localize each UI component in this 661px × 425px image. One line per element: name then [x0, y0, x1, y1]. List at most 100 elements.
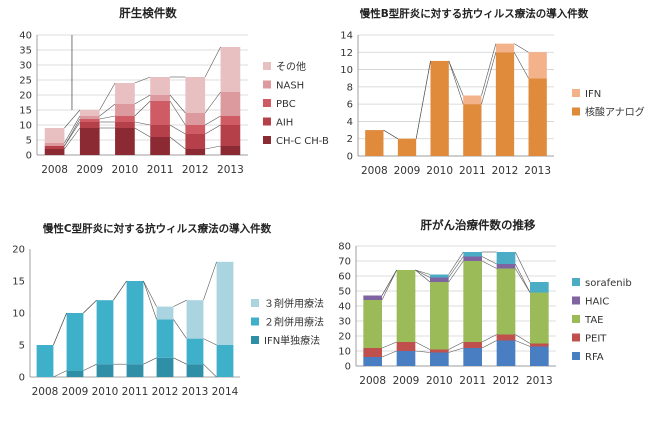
legend-label: ２剤併用療法 [264, 316, 324, 329]
bar-RFA-2009 [396, 351, 416, 366]
legend-swatch [263, 80, 271, 89]
legend-label: CH-C CH-B [276, 136, 329, 147]
series-connector [448, 341, 464, 350]
bar-PEIT-2012 [496, 334, 516, 341]
series-connector [203, 338, 217, 346]
series-connector [481, 256, 497, 265]
legend-swatch [263, 136, 271, 144]
bar-IFN-2013 [528, 52, 547, 79]
x-tick-label: 2008 [41, 164, 68, 176]
y-tick-label: 5 [19, 341, 25, 352]
bar-CH-C-CH-B-2013 [220, 146, 241, 155]
bar-AIH-2009 [79, 122, 100, 128]
y-tick-label: 50 [338, 287, 351, 298]
y-tick-label: 5 [26, 136, 32, 147]
x-tick-label: 2014 [212, 386, 239, 398]
bar-sorafenib-2010 [430, 274, 449, 278]
bar-CH-C-CH-B-2008 [44, 149, 65, 155]
x-tick-label: 2010 [112, 164, 139, 176]
series-connector [64, 115, 81, 144]
legend-label: その他 [276, 60, 306, 73]
series-connector [99, 103, 116, 117]
y-tick-label: 0 [347, 152, 353, 163]
bar-その他-2013 [220, 47, 241, 92]
bar-核酸アナログ-2013 [528, 78, 547, 156]
bar-IFN単独療法-2011 [126, 364, 144, 377]
series-connector [173, 357, 187, 365]
y-tick-label: 40 [338, 302, 351, 313]
series-connector [203, 261, 217, 301]
series-connector [134, 94, 151, 105]
bar-PBC-2009 [79, 119, 100, 122]
bar-その他-2009 [79, 110, 100, 116]
x-tick-label: 2010 [426, 165, 453, 177]
bar-HAIC-2010 [430, 277, 449, 282]
x-tick-label: 2013 [526, 375, 553, 387]
legend-swatch [572, 352, 580, 360]
bar-IFN-2012 [495, 43, 515, 53]
y-tick-label: 70 [338, 257, 351, 268]
bar-その他-2011 [150, 77, 170, 95]
bar-TAE-2010 [430, 282, 449, 350]
series-connector [53, 370, 67, 378]
x-tick-label: 2010 [92, 386, 119, 398]
bar-２剤併用療法-2009 [66, 313, 84, 371]
bar-AIH-2012 [185, 134, 206, 149]
series-connector [83, 363, 97, 371]
y-tick-label: 10 [338, 347, 351, 358]
series-connector [53, 312, 67, 346]
bar-核酸アナログ-2009 [397, 138, 417, 156]
x-tick-label: 2011 [459, 165, 486, 177]
bar-PEIT-2011 [463, 342, 482, 348]
bar-２剤併用療法-2012 [156, 319, 174, 358]
y-tick-label: 30 [338, 317, 351, 328]
y-tick-label: 4 [347, 117, 353, 128]
chart-liver-cancer-treatment: 肝がん治療件数の推移 0 10 20 30 40 50 60 70 80 2008 2009 2010 2… [338, 218, 631, 387]
bar-その他-2010 [115, 83, 135, 104]
y-tick-label: 10 [19, 121, 32, 132]
y-tick-label: 30 [19, 61, 32, 72]
y-tick-label: 15 [12, 277, 25, 288]
chart-title: 肝生検件数 [119, 6, 177, 20]
bar-CH-C-CH-B-2011 [150, 137, 170, 155]
y-tick-label: 0 [345, 362, 351, 373]
x-tick-label: 2013 [182, 386, 209, 398]
legend-swatch [263, 62, 271, 70]
series-connector [204, 115, 221, 126]
bar-２剤併用療法-2010 [96, 300, 114, 365]
bar-PBC-2011 [150, 101, 170, 125]
bar-３剤併用療法-2014 [216, 261, 234, 345]
y-tick-label: 0 [26, 151, 32, 162]
series-connector [134, 127, 151, 138]
bar-CH-C-CH-B-2009 [79, 128, 100, 155]
bar-sorafenib-2012 [496, 252, 516, 264]
bar-AIH-2010 [115, 122, 135, 128]
y-tick-label: 8 [347, 82, 353, 93]
bar-TAE-2011 [463, 261, 482, 342]
bar-CH-C-CH-B-2010 [115, 128, 135, 155]
series-connector [64, 109, 81, 129]
legend-label: sorafenib [585, 278, 632, 289]
x-tick-label: 2009 [393, 375, 420, 387]
bar-RFA-2012 [496, 340, 516, 366]
bar-PBC-2010 [115, 116, 135, 122]
bar-IFN単独療法-2010 [96, 364, 114, 377]
series-connector [99, 115, 116, 120]
series-connector [481, 334, 497, 343]
series-connector [515, 268, 531, 293]
y-tick-label: 12 [340, 48, 353, 59]
series-connector [415, 269, 431, 283]
series-connector [169, 100, 186, 126]
bar-IFN単独療法-2009 [66, 370, 84, 377]
bar-AIH-2008 [44, 146, 65, 149]
legend-label: AIH [276, 118, 293, 129]
series-connector [169, 124, 186, 135]
legend-swatch [263, 99, 271, 107]
series-connector [143, 280, 157, 307]
series-connector [134, 76, 151, 84]
x-tick-label: 2012 [152, 386, 179, 398]
bar-PEIT-2009 [396, 342, 416, 351]
series-connector [448, 60, 464, 105]
bar-IFN-2011 [463, 95, 482, 105]
